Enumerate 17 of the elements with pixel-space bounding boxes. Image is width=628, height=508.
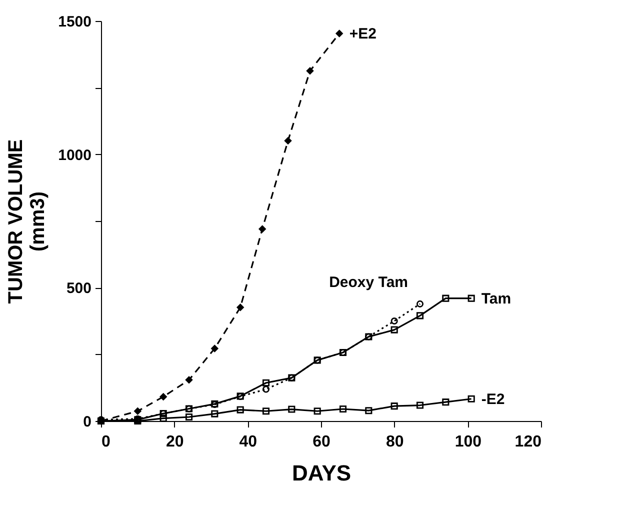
x-tick-label: 40 (239, 434, 258, 450)
x-tick-label: 60 (312, 434, 330, 450)
x-tick-label: 0 (102, 434, 110, 450)
x-axis-title: DAYS (292, 460, 352, 486)
x-tick-label: 20 (166, 434, 184, 450)
series-label: -E2 (481, 390, 505, 408)
series-label: +E2 (349, 26, 376, 43)
y-tick-label: 500 (66, 280, 92, 298)
x-tick-label: 80 (386, 434, 404, 450)
x-tick-label: 100 (454, 434, 482, 450)
series-label: Tam (481, 290, 512, 308)
y-axis-title: TUMOR VOLUME (mm3) (5, 139, 50, 304)
y-tick-label: 0 (83, 414, 92, 430)
series-label: Deoxy Tam (329, 274, 408, 291)
y-tick-label: 1500 (58, 14, 92, 30)
x-tick-label: 120 (514, 434, 542, 450)
y-tick-label: 1000 (58, 146, 92, 164)
